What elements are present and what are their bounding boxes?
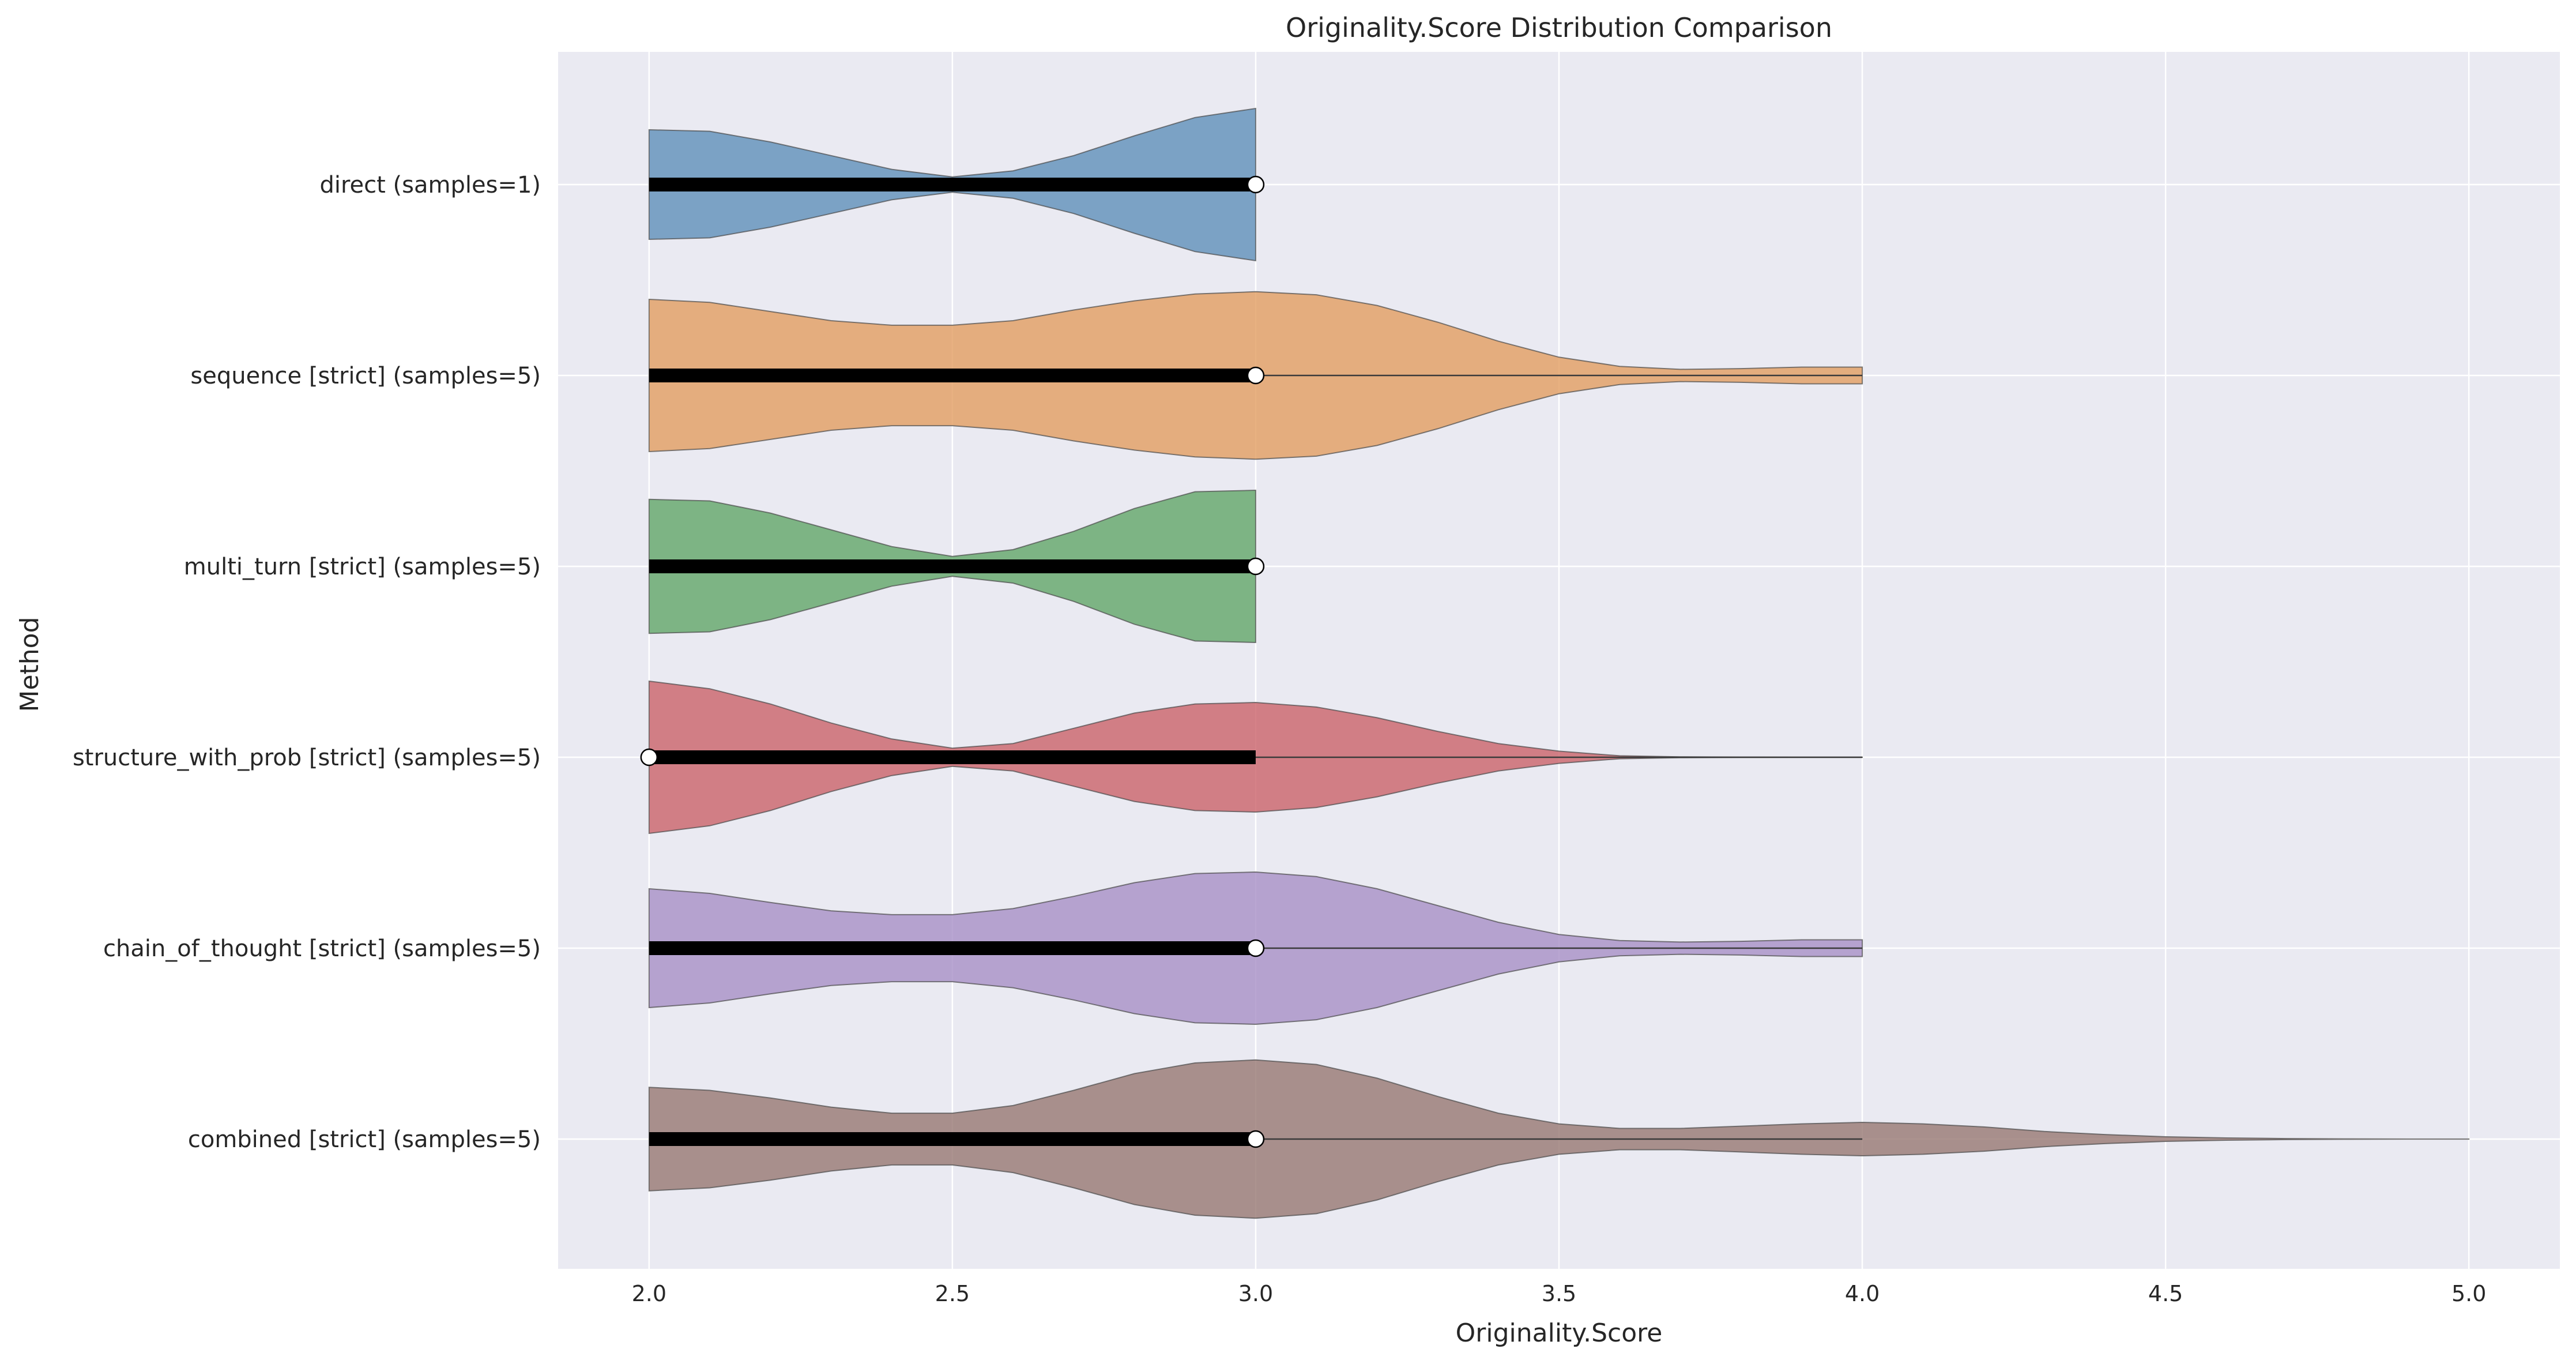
- median-marker: [1246, 1130, 1265, 1148]
- x-tick-label: 5.0: [2451, 1281, 2486, 1306]
- median-marker: [1246, 557, 1265, 576]
- tick-labels: 2.0 2.5 3.0 3.5 4.0 4.5 5.0 direct (samples=1) s…: [73, 172, 2486, 1306]
- iqr-bar: [649, 559, 1256, 573]
- iqr-bar: [649, 369, 1256, 382]
- median-marker: [1246, 366, 1265, 385]
- x-axis-label: Originality.Score: [1456, 1318, 1663, 1348]
- y-axis-label: Method: [15, 617, 44, 712]
- x-tick-label: 2.5: [935, 1281, 970, 1306]
- median-marker: [1246, 939, 1265, 957]
- iqr-bar: [649, 1132, 1256, 1146]
- y-tick-label: combined [strict] (samples=5): [188, 1126, 541, 1153]
- iqr-bar: [649, 750, 1256, 764]
- median-marker: [1246, 175, 1265, 194]
- iqr-bar: [649, 941, 1256, 955]
- x-tick-label: 4.5: [2148, 1281, 2183, 1306]
- x-tick-label: 3.5: [1542, 1281, 1576, 1306]
- iqr-bar: [649, 178, 1256, 191]
- y-tick-label: structure_with_prob [strict] (samples=5): [73, 745, 541, 771]
- x-tick-label: 3.0: [1238, 1281, 1273, 1306]
- y-tick-label: chain_of_thought [strict] (samples=5): [103, 935, 541, 962]
- median-marker: [640, 748, 658, 766]
- x-tick-label: 4.0: [1845, 1281, 1880, 1306]
- x-tick-label: 2.0: [632, 1281, 666, 1306]
- y-tick-label: direct (samples=1): [319, 172, 541, 198]
- y-tick-label: sequence [strict] (samples=5): [190, 363, 541, 389]
- chart-title: Originality.Score Distribution Compariso…: [1286, 12, 1832, 43]
- y-tick-label: multi_turn [strict] (samples=5): [184, 554, 541, 580]
- inner-boxes: [640, 175, 1863, 1148]
